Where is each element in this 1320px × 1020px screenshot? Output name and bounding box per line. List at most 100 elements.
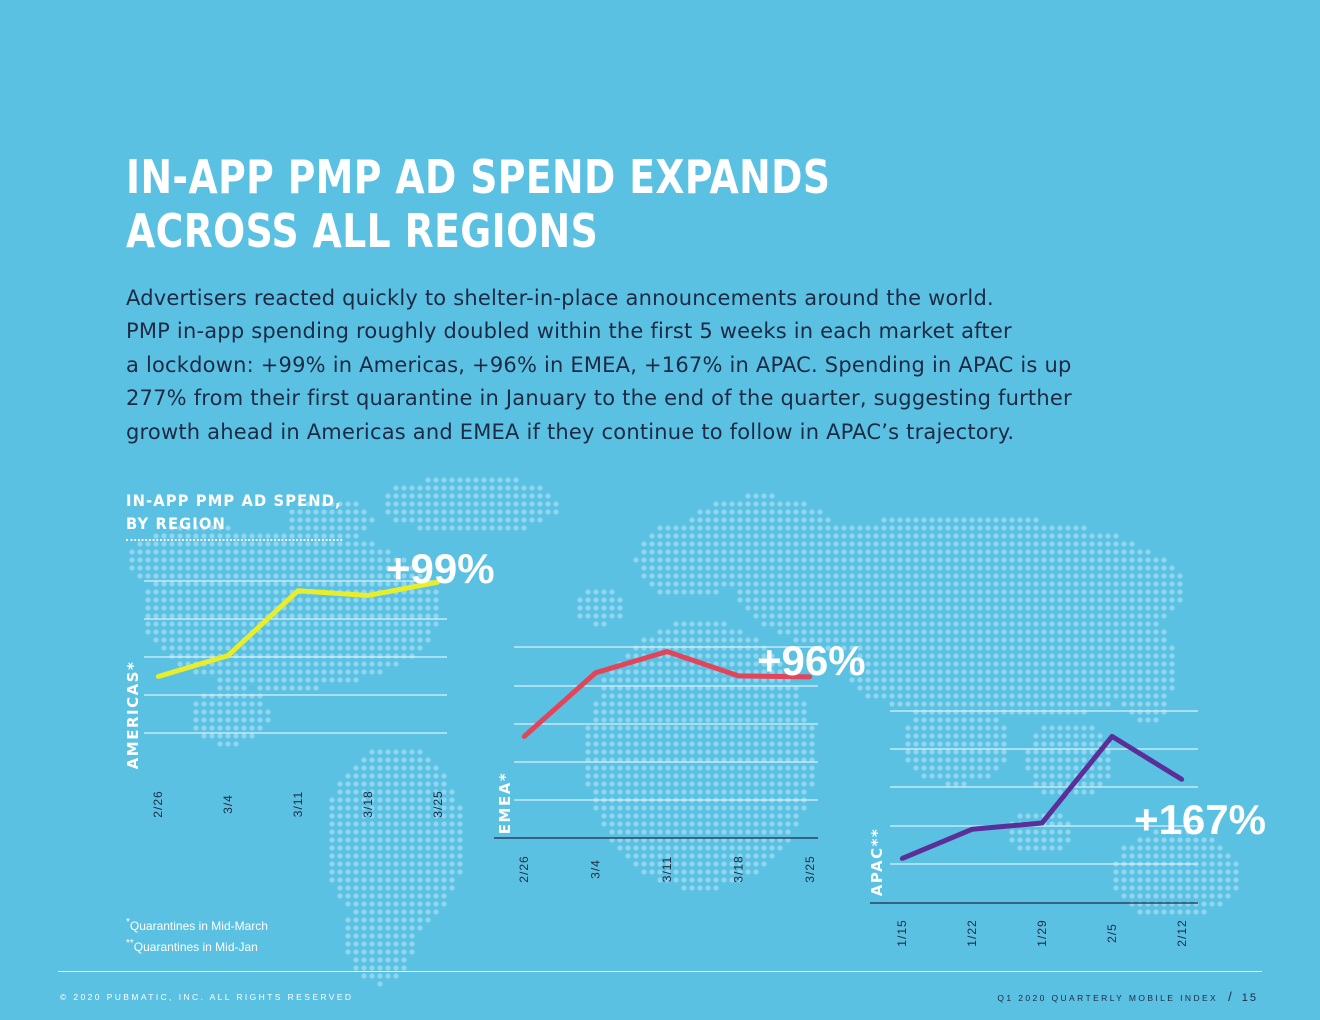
map-dot [961,613,967,619]
map-dot [321,501,327,507]
map-dot [905,541,911,547]
map-dot [209,581,215,587]
map-dot [489,485,495,491]
map-dot [913,581,919,587]
map-dot [753,605,759,611]
data-point [1109,734,1115,739]
map-dot [537,493,543,499]
map-dot [1073,549,1079,555]
map-dot [385,597,391,603]
map-dot [1025,589,1031,595]
map-dot [385,605,391,611]
map-dot [961,541,967,547]
map-dot [177,621,183,627]
map-dot [201,581,207,587]
map-dot [921,597,927,603]
map-dot [1017,541,1023,547]
map-dot [417,501,423,507]
map-dot [145,565,151,571]
map-dot [521,509,527,515]
map-dot [1073,597,1079,603]
map-dot [985,533,991,539]
map-dot [1089,565,1095,571]
map-dot [825,581,831,587]
map-dot [201,541,207,547]
map-dot [481,517,487,523]
map-dot [481,509,487,515]
map-dot [825,605,831,611]
map-dot [801,501,807,507]
map-dot [1129,565,1135,571]
map-dot [1057,557,1063,563]
map-dot [769,581,775,587]
map-dot [401,493,407,499]
map-dot [273,533,279,539]
map-dot [1049,581,1055,587]
map-dot [225,557,231,563]
chart-2: 2/26 3/4 3/11 3/18 3/25 EMEA* +96% [494,637,866,883]
map-dot [649,573,655,579]
map-dot [833,525,839,531]
map-dot [985,525,991,531]
map-dot [1145,605,1151,611]
map-dot [1009,533,1015,539]
map-dot [1057,549,1063,555]
map-dot [393,485,399,491]
map-dot [313,613,319,619]
map-dot [1097,557,1103,563]
map-dot [753,525,759,531]
map-dot [409,485,415,491]
map-dot [441,493,447,499]
map-dot [305,613,311,619]
map-dot [233,605,239,611]
map-dot [793,597,799,603]
map-dot [489,477,495,483]
map-dot [321,541,327,547]
map-dot [161,573,167,579]
x-tick-label: 2/12 [1175,919,1189,946]
map-dot [321,517,327,523]
map-dot [209,621,215,627]
map-dot [865,541,871,547]
map-dot [713,509,719,515]
map-dot [761,533,767,539]
map-dot [969,597,975,603]
map-dot [577,597,583,603]
map-dot [809,549,815,555]
map-dot [841,557,847,563]
map-dot [905,533,911,539]
map-dot [785,549,791,555]
map-dot [761,605,767,611]
map-dot [881,557,887,563]
map-dot [153,565,159,571]
map-dot [1025,573,1031,579]
map-dot [809,597,815,603]
map-dot [1137,605,1143,611]
map-dot [985,565,991,571]
growth-annotation: +167% [1134,796,1266,843]
map-dot [329,597,335,603]
map-dot [993,533,999,539]
map-dot [305,533,311,539]
map-dot [153,533,159,539]
map-dot [321,509,327,515]
map-dot [217,581,223,587]
map-dot [161,613,167,619]
map-dot [177,573,183,579]
map-dot [193,525,199,531]
map-dot [273,597,279,603]
map-dot [953,525,959,531]
map-dot [1041,573,1047,579]
map-dot [1081,525,1087,531]
map-dot [289,517,295,523]
map-dot [465,477,471,483]
map-dot [377,557,383,563]
map-dot [1049,557,1055,563]
map-dot [321,581,327,587]
map-dot [1153,557,1159,563]
map-dot [1017,533,1023,539]
map-dot [233,565,239,571]
data-point [969,827,975,832]
map-dot [465,509,471,515]
map-dot [913,613,919,619]
